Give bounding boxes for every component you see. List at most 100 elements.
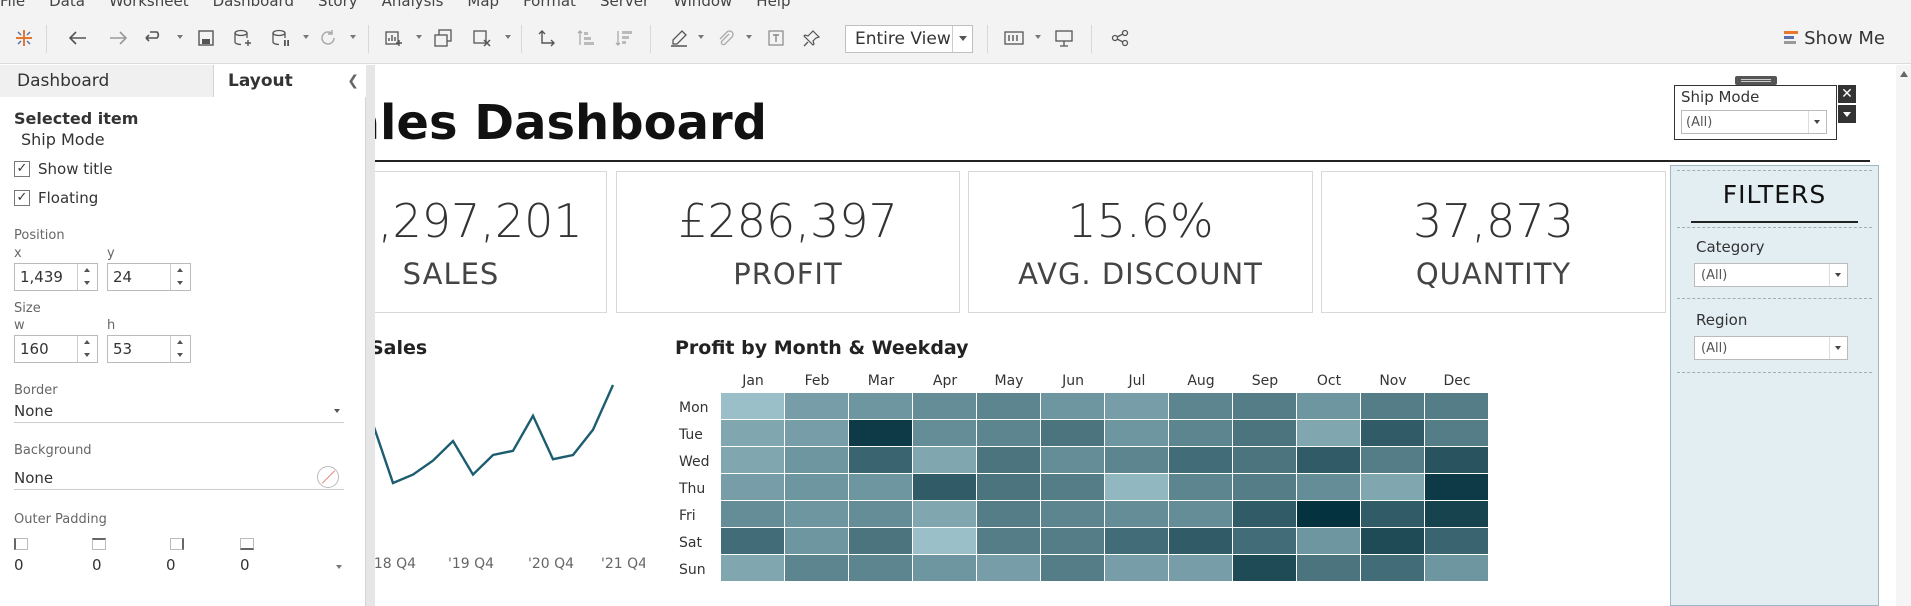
heatmap-cell[interactable] xyxy=(977,447,1040,473)
width-input[interactable]: 160 xyxy=(14,335,98,363)
heatmap-cell[interactable] xyxy=(849,555,912,581)
heatmap-cell[interactable] xyxy=(1233,393,1296,419)
heatmap-cell[interactable] xyxy=(849,447,912,473)
sales-series-line[interactable] xyxy=(375,384,615,485)
new-data-source-icon[interactable] xyxy=(231,26,255,50)
share-icon[interactable] xyxy=(1108,26,1132,50)
heatmap-cell[interactable] xyxy=(785,420,848,446)
heatmap-cell[interactable] xyxy=(721,528,784,554)
highlight-icon[interactable] xyxy=(667,26,691,50)
heatmap-cell[interactable] xyxy=(721,555,784,581)
heatmap-cell[interactable] xyxy=(913,555,976,581)
heatmap-cell[interactable] xyxy=(977,528,1040,554)
heatmap-cell[interactable] xyxy=(721,447,784,473)
menu-story[interactable]: Story xyxy=(317,0,358,10)
ship-mode-select[interactable]: (All) xyxy=(1681,110,1827,134)
sort-descending-icon[interactable] xyxy=(612,26,636,50)
padding-top-value[interactable]: 0 xyxy=(92,556,102,574)
background-dropdown[interactable]: None xyxy=(14,466,344,490)
heatmap-cell[interactable] xyxy=(1233,474,1296,500)
sales-point-13[interactable] xyxy=(611,383,616,388)
heatmap-cell[interactable] xyxy=(1297,555,1360,581)
heatmap-cell[interactable] xyxy=(1105,555,1168,581)
new-worksheet-icon[interactable] xyxy=(382,26,406,50)
heatmap-cell[interactable] xyxy=(785,447,848,473)
sales-point-1[interactable] xyxy=(375,422,376,427)
highlight-dropdown-icon[interactable] xyxy=(698,35,704,39)
heatmap-cell[interactable] xyxy=(1361,555,1424,581)
heatmap-cell[interactable] xyxy=(1297,528,1360,554)
refresh-icon[interactable] xyxy=(316,26,340,50)
heatmap-cell[interactable] xyxy=(785,555,848,581)
heatmap-cell[interactable] xyxy=(1169,447,1232,473)
category-filter-select[interactable]: (All) xyxy=(1694,263,1848,287)
heatmap-cell[interactable] xyxy=(1105,447,1168,473)
heatmap-cell[interactable] xyxy=(1297,420,1360,446)
sales-point-5[interactable] xyxy=(451,439,456,444)
heatmap-cell[interactable] xyxy=(1425,420,1488,446)
heatmap-cell[interactable] xyxy=(849,420,912,446)
heatmap-cell[interactable] xyxy=(1425,555,1488,581)
sort-ascending-icon[interactable] xyxy=(574,26,598,50)
sales-point-2[interactable] xyxy=(391,481,396,486)
profit-heatmap[interactable]: Jan Feb Mar Apr May Jun Jul Aug Sep Oct Nov Dec Mon T… xyxy=(671,365,1671,606)
heatmap-cell[interactable] xyxy=(785,474,848,500)
close-icon[interactable]: ✕ xyxy=(1838,85,1856,103)
sales-point-7[interactable] xyxy=(491,453,496,458)
heatmap-cell[interactable] xyxy=(1169,555,1232,581)
heatmap-cell[interactable] xyxy=(1297,447,1360,473)
heatmap-cell[interactable] xyxy=(1041,528,1104,554)
heatmap-cell[interactable] xyxy=(1361,474,1424,500)
heatmap-cell[interactable] xyxy=(1425,474,1488,500)
pause-updates-icon[interactable] xyxy=(269,26,293,50)
no-color-icon[interactable] xyxy=(317,466,339,488)
heatmap-cell[interactable] xyxy=(913,420,976,446)
collapse-pane-icon[interactable]: ❮ xyxy=(347,73,359,89)
heatmap-cell[interactable] xyxy=(1105,528,1168,554)
heatmap-cell[interactable] xyxy=(1233,501,1296,527)
y-position-input[interactable]: 24 xyxy=(107,263,191,291)
tab-layout[interactable]: Layout xyxy=(214,65,366,97)
move-handle-icon[interactable] xyxy=(1735,76,1777,85)
heatmap-cell[interactable] xyxy=(1425,528,1488,554)
menu-data[interactable]: Data xyxy=(49,0,85,10)
heatmap-cell[interactable] xyxy=(1041,474,1104,500)
heatmap-cell[interactable] xyxy=(1361,393,1424,419)
floating-checkbox[interactable]: ✓ xyxy=(14,190,30,206)
heatmap-cell[interactable] xyxy=(913,501,976,527)
menu-map[interactable]: Map xyxy=(467,0,500,10)
pause-dropdown-icon[interactable] xyxy=(303,35,309,39)
menu-file[interactable]: File xyxy=(0,0,26,10)
heatmap-cell[interactable] xyxy=(1297,501,1360,527)
heatmap-cell[interactable] xyxy=(1425,447,1488,473)
heatmap-cell[interactable] xyxy=(1041,420,1104,446)
heatmap-cell[interactable] xyxy=(913,447,976,473)
clear-sheet-icon[interactable] xyxy=(470,26,494,50)
heatmap-cell[interactable] xyxy=(721,474,784,500)
heatmap-cell[interactable] xyxy=(1105,393,1168,419)
heatmap-cell[interactable] xyxy=(1105,474,1168,500)
heatmap-cell[interactable] xyxy=(785,393,848,419)
padding-dropdown-icon[interactable] xyxy=(336,565,342,569)
sales-point-3[interactable] xyxy=(411,472,416,477)
menu-dashboard[interactable]: Dashboard xyxy=(212,0,294,10)
show-mark-labels-icon[interactable] xyxy=(764,26,788,50)
heatmap-cell[interactable] xyxy=(785,501,848,527)
fix-axes-icon[interactable] xyxy=(800,26,824,50)
padding-right-value[interactable]: 0 xyxy=(166,556,176,574)
heatmap-cell[interactable] xyxy=(1361,420,1424,446)
heatmap-cell[interactable] xyxy=(1297,393,1360,419)
fit-dropdown[interactable]: Entire View xyxy=(845,25,973,53)
heatmap-cell[interactable] xyxy=(1169,420,1232,446)
kpi-quantity[interactable]: 37,873 QUANTITY xyxy=(1321,171,1666,313)
padding-left-value[interactable]: 0 xyxy=(14,556,24,574)
heatmap-cell[interactable] xyxy=(721,420,784,446)
save-icon[interactable] xyxy=(194,26,218,50)
heatmap-cell[interactable] xyxy=(977,393,1040,419)
sales-point-12[interactable] xyxy=(591,427,596,432)
heatmap-cell[interactable] xyxy=(977,501,1040,527)
heatmap-cell[interactable] xyxy=(849,501,912,527)
heatmap-cell[interactable] xyxy=(977,474,1040,500)
heatmap-cell[interactable] xyxy=(1233,447,1296,473)
heatmap-cell[interactable] xyxy=(1105,501,1168,527)
